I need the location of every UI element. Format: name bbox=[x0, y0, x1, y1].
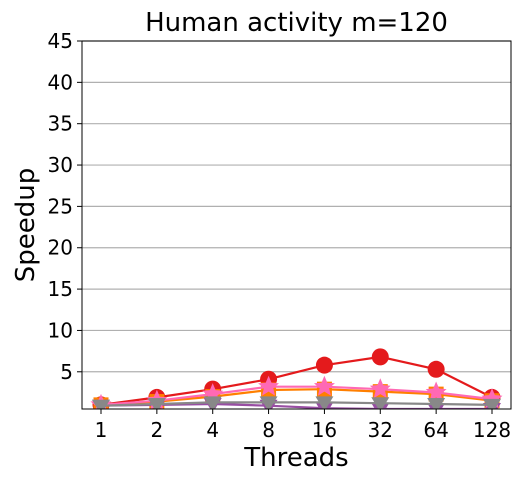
y-tick-label: 10 bbox=[48, 318, 73, 342]
x-axis-label: Threads bbox=[243, 443, 348, 473]
y-tick-label: 40 bbox=[48, 70, 73, 94]
x-tick-label: 2 bbox=[150, 418, 163, 442]
data-point bbox=[92, 399, 110, 409]
plot-frame bbox=[81, 40, 512, 410]
y-tick-label: 20 bbox=[48, 236, 73, 260]
data-point bbox=[427, 398, 446, 409]
y-tick-label: 35 bbox=[48, 112, 73, 136]
data-point bbox=[425, 381, 447, 402]
series-layer bbox=[90, 348, 503, 409]
data-point bbox=[315, 356, 333, 374]
series-line bbox=[100, 355, 493, 406]
x-tick-label: 64 bbox=[423, 418, 448, 442]
grid-lines bbox=[82, 40, 511, 373]
data-point bbox=[483, 398, 501, 409]
series-line bbox=[100, 385, 493, 406]
series-line bbox=[100, 401, 493, 407]
data-point bbox=[203, 396, 222, 409]
data-point bbox=[371, 397, 390, 409]
y-tick-label: 5 bbox=[60, 360, 73, 384]
x-tick-label: 128 bbox=[473, 418, 511, 442]
data-point bbox=[369, 378, 391, 399]
x-tick-label: 1 bbox=[95, 418, 108, 442]
x-tick-label: 4 bbox=[206, 418, 219, 442]
data-point bbox=[315, 396, 334, 409]
y-tick-label: 45 bbox=[48, 29, 73, 53]
y-tick-label: 25 bbox=[48, 194, 73, 218]
x-tick-label: 16 bbox=[312, 418, 337, 442]
x-tick-label: 8 bbox=[262, 418, 275, 442]
y-axis-ticks: 5 10 15 20 25 30 35 40 45 bbox=[48, 29, 82, 384]
data-point bbox=[147, 398, 166, 409]
data-point bbox=[259, 396, 278, 409]
data-point bbox=[258, 375, 279, 396]
data-point bbox=[371, 348, 389, 366]
x-axis-ticks: 1 2 4 8 16 32 64 128 bbox=[95, 409, 511, 442]
chart-title: Human activity m=120 bbox=[145, 8, 448, 38]
y-tick-label: 30 bbox=[48, 153, 73, 177]
series bbox=[92, 396, 501, 409]
data-point bbox=[314, 375, 335, 396]
y-axis-label: Speedup bbox=[11, 168, 41, 283]
series-line bbox=[100, 388, 493, 406]
y-tick-label: 15 bbox=[48, 277, 73, 301]
x-tick-label: 32 bbox=[368, 418, 393, 442]
data-point bbox=[427, 360, 445, 378]
